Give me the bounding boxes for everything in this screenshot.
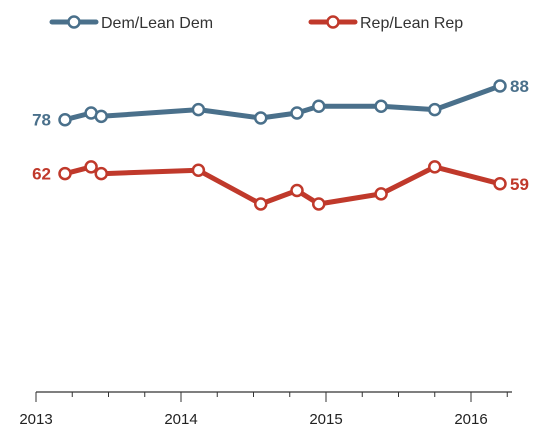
data-point: [94, 109, 108, 124]
data-point: [428, 102, 442, 117]
x-tick-label: 2015: [309, 411, 342, 428]
series-group: 78 88 62 59: [32, 77, 529, 211]
x-tick-label: 2014: [164, 411, 197, 428]
data-point: [84, 160, 98, 174]
data-point: [191, 163, 206, 178]
data-point: [428, 160, 442, 174]
data-point: [254, 197, 268, 211]
data-point: [254, 111, 268, 125]
data-point: [493, 177, 507, 191]
data-point: [312, 197, 326, 211]
end-value-label: 88: [510, 77, 529, 96]
legend-swatch-marker: [67, 15, 81, 29]
data-point: [94, 166, 108, 181]
start-value-label: 62: [32, 165, 51, 184]
data-point: [312, 99, 326, 113]
data-point: [58, 166, 72, 181]
data-point: [290, 106, 304, 120]
x-tick-label: 2013: [19, 411, 52, 428]
series-rep: 62 59: [32, 160, 529, 211]
legend-item-rep: Rep/Lean Rep: [308, 15, 463, 32]
legend-item-dem: Dem/Lean Dem: [49, 15, 213, 32]
series-dem: 78 88: [32, 77, 529, 130]
data-point: [58, 112, 72, 127]
end-value-label: 59: [510, 175, 529, 194]
data-point: [290, 183, 304, 198]
data-point: [374, 99, 388, 113]
data-point: [191, 102, 206, 117]
legend-label: Dem/Lean Dem: [101, 15, 213, 32]
data-point: [374, 187, 388, 201]
data-point: [493, 79, 507, 93]
start-value-label: 78: [32, 111, 51, 130]
x-axis: 2013 2014 2015 2016: [19, 391, 512, 428]
legend-label: Rep/Lean Rep: [360, 15, 463, 32]
legend: Dem/Lean Dem Rep/Lean Rep: [49, 15, 463, 32]
legend-swatch-marker: [326, 15, 340, 29]
x-tick-label: 2016: [454, 411, 487, 428]
